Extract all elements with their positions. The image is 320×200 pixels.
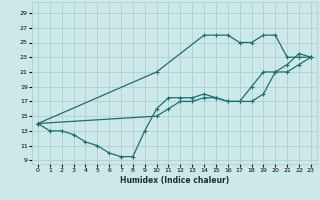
X-axis label: Humidex (Indice chaleur): Humidex (Indice chaleur) xyxy=(120,176,229,185)
